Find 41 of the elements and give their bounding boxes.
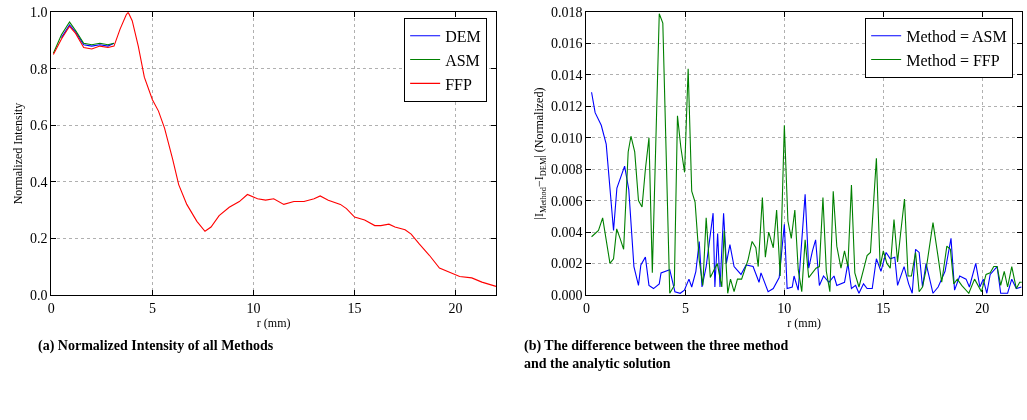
y-tick-label: 0.000 [551,287,583,303]
legend-label: ASM [445,51,480,69]
x-axis-title: r (mm) [256,315,291,330]
x-tick-label: 10 [246,300,261,316]
y-tick-label: 0.002 [551,256,583,272]
y-tick-label: 0.010 [551,130,583,146]
x-tick-label: 0 [582,300,590,316]
x-tick-label: 15 [347,300,362,316]
line-series [52,12,497,287]
legend-label: FFP [445,75,472,93]
x-tick-label: 20 [448,300,463,316]
legend-label: Method = ASM [906,27,1007,45]
y-tick-label: 1.0 [30,5,48,21]
y-tick-label: 0.8 [30,61,48,77]
x-tick-label: 0 [47,300,55,316]
x-tick-label: 20 [975,300,990,316]
x-tick-label: 15 [876,300,891,316]
line-series [591,13,1022,294]
text: (b) The difference between the three method and the analytic solution [524,338,789,372]
legend-label: DEM [445,27,481,45]
x-tick-label: 10 [777,300,792,316]
y-tick-label: 0.2 [30,231,48,247]
x-tick-label: 5 [148,300,156,316]
y-tick-label: 0.004 [551,224,583,240]
x-axis-title: r (mm) [787,315,821,330]
line-series [591,91,1022,294]
line-series [60,24,115,47]
line-series [52,21,115,54]
y-tick-label: 0.006 [551,193,583,209]
x-tick-label: 5 [681,300,689,316]
y-tick-label: 0.012 [551,99,583,115]
y-tick-label: 0.014 [551,67,583,83]
y-tick-label: 0.008 [551,162,583,178]
y-axis-title: Normalized Intensity [11,102,26,205]
y-tick-label: 0.4 [30,174,48,190]
y-tick-label: 0.018 [551,5,583,21]
y-tick-label: 0.0 [30,287,48,303]
text: (a) Normalized Intensity of all Methods [38,338,274,354]
y-tick-label: 0.016 [551,36,583,52]
legend-label: Method = FFP [906,51,1000,69]
y-tick-label: 0.6 [30,118,48,134]
